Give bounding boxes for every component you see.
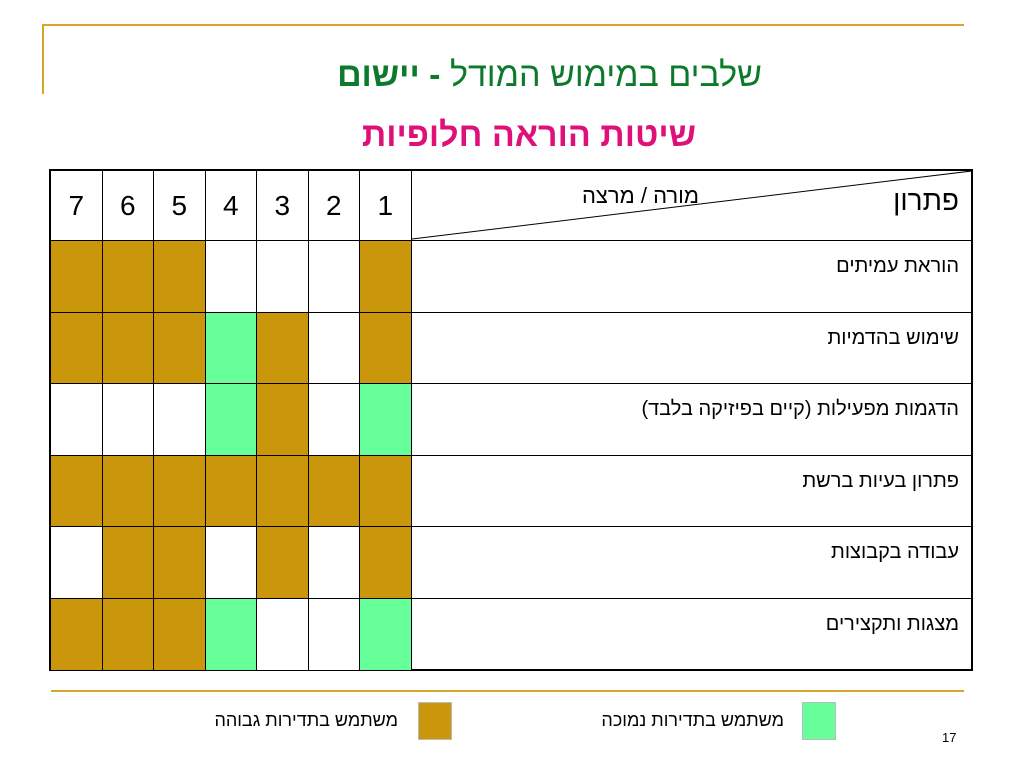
legend-low-label: משתמש בתדירות נמוכה [601, 710, 784, 730]
column-header-6: 6 [102, 171, 154, 241]
usage-cell-high [51, 455, 103, 527]
usage-cell-high [102, 455, 154, 527]
bottom-rule [51, 690, 964, 692]
title-dash: - [429, 56, 441, 94]
legend-low-swatch [802, 702, 836, 740]
column-header-4: 4 [205, 171, 257, 241]
usage-cell-none [308, 527, 360, 599]
row-label: עבודה בקבוצות [411, 527, 971, 599]
title-prefix: שלבים במימוש המודל [449, 56, 762, 94]
usage-cell-high [51, 241, 103, 313]
usage-cell-high [257, 384, 309, 456]
column-header-3: 3 [257, 171, 309, 241]
usage-cell-high [102, 598, 154, 670]
legend-high-swatch [418, 702, 452, 740]
usage-cell-high [360, 455, 412, 527]
legend-high-label: משתמש בתדירות גבוהה [214, 710, 398, 730]
usage-cell-high [51, 312, 103, 384]
usage-cell-none [308, 384, 360, 456]
usage-cell-high [205, 455, 257, 527]
title-highlight: יישום [337, 56, 420, 94]
usage-cell-high [154, 455, 206, 527]
slide-title: שלבים במימוש המודל - יישום [337, 52, 762, 98]
usage-cell-high [360, 241, 412, 313]
header-label-cell: פתרון מורה / מרצה [411, 171, 971, 241]
usage-cell-none [51, 384, 103, 456]
usage-cell-high [360, 527, 412, 599]
slide-frame-top-rule [42, 24, 964, 26]
page-number: 17 [942, 730, 957, 745]
usage-cell-none [102, 384, 154, 456]
column-header-2: 2 [308, 171, 360, 241]
usage-cell-none [154, 384, 206, 456]
usage-cell-low [205, 384, 257, 456]
usage-cell-none [205, 241, 257, 313]
usage-cell-low [205, 312, 257, 384]
slide-frame-left-rule [42, 24, 44, 94]
usage-cell-high [257, 527, 309, 599]
header-teacher-label: מורה / מרצה [581, 183, 699, 208]
usage-cell-high [102, 312, 154, 384]
usage-table: 7 6 5 4 3 2 1 פתרון מורה / מרצה הוראת עמיתים שימוש… [49, 169, 973, 671]
usage-cell-none [308, 598, 360, 670]
usage-cell-high [102, 241, 154, 313]
usage-cell-none [257, 241, 309, 313]
row-label: הדגמות מפעילות (קיים בפיזיקה בלבד) [411, 384, 971, 456]
header-diagonal-line [411, 171, 971, 240]
slide-subtitle: שיטות הוראה חלופיות [361, 116, 696, 154]
usage-cell-none [308, 241, 360, 313]
usage-cell-high [360, 312, 412, 384]
row-label: מצגות ותקצירים [825, 612, 959, 635]
column-header-5: 5 [154, 171, 206, 241]
usage-cell-high [308, 455, 360, 527]
usage-cell-high [257, 455, 309, 527]
usage-cell-high [257, 312, 309, 384]
usage-cell-high [154, 241, 206, 313]
header-solution-label: פתרון [893, 185, 959, 216]
usage-cell-low [360, 384, 412, 456]
usage-cell-high [154, 312, 206, 384]
column-header-7: 7 [51, 171, 103, 241]
usage-cell-low [205, 598, 257, 670]
usage-cell-low [360, 598, 412, 670]
usage-cell-none [257, 598, 309, 670]
usage-cell-high [51, 598, 103, 670]
row-label: שימוש בהדמיות [411, 313, 971, 384]
usage-cell-high [102, 527, 154, 599]
usage-cell-high [154, 598, 206, 670]
usage-cell-none [205, 527, 257, 599]
usage-cell-none [308, 312, 360, 384]
row-label: הוראת עמיתים [411, 241, 971, 313]
usage-cell-high [154, 527, 206, 599]
row-label: פתרון בעיות ברשת [411, 456, 971, 527]
column-header-1: 1 [360, 171, 412, 241]
usage-cell-none [51, 527, 103, 599]
